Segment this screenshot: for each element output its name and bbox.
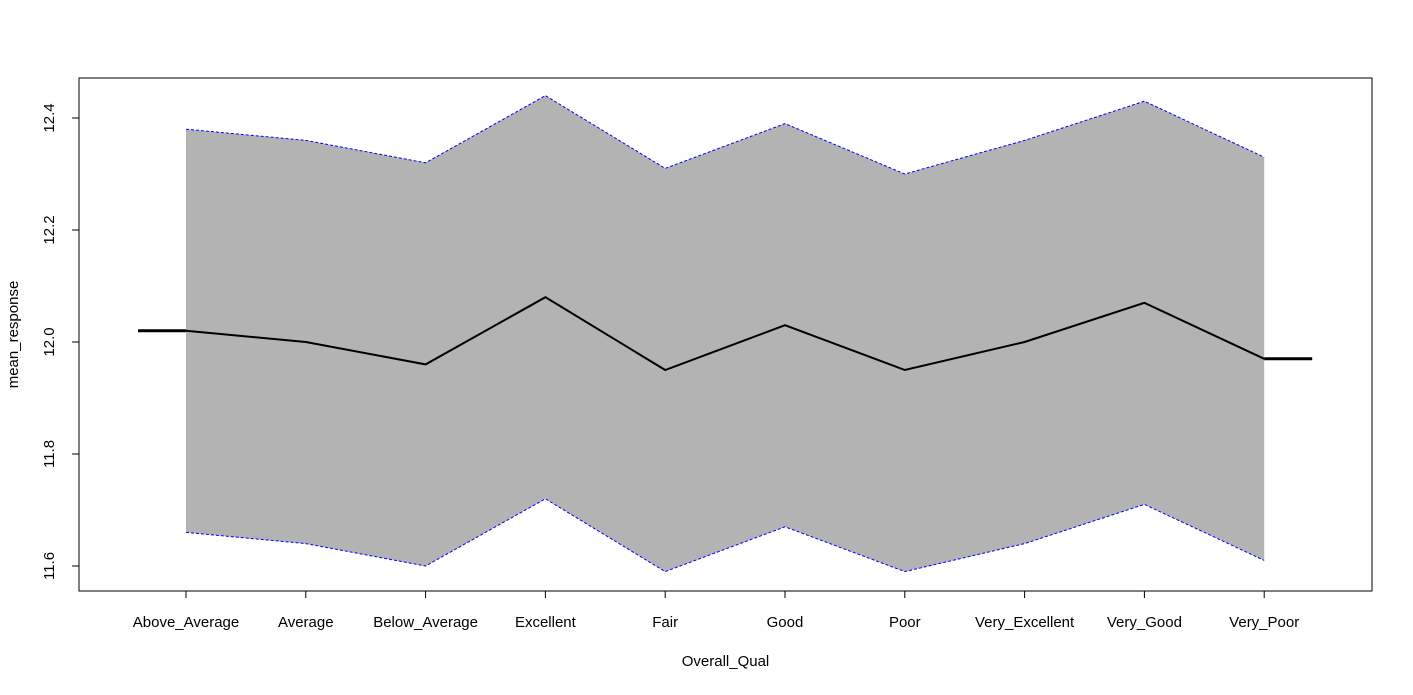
y-tick-label: 12.4 [41, 103, 58, 132]
x-tick-label: Below_Average [373, 614, 478, 631]
x-tick-label: Average [278, 614, 334, 631]
y-axis-title: mean_response [5, 281, 22, 389]
y-tick-label: 11.8 [41, 440, 58, 468]
x-tick-label: Very_Poor [1229, 614, 1299, 631]
x-tick-label: Above_Average [133, 614, 239, 631]
y-tick-label: 12.0 [41, 327, 58, 356]
x-tick-label: Very_Good [1107, 614, 1182, 631]
x-tick-label: Good [767, 614, 804, 631]
y-axis: 11.6 11.8 12.0 12.2 12.4 [41, 103, 79, 580]
y-tick-label: 11.6 [41, 552, 58, 580]
x-tick-label: Excellent [515, 614, 577, 631]
x-axis: Above_Average Average Below_Average Excelle… [133, 591, 1299, 631]
x-axis-title: Overall_Qual [682, 653, 770, 670]
confidence-band-layer [186, 96, 1264, 572]
x-tick-label: Fair [652, 614, 678, 631]
x-tick-label: Very_Excellent [975, 614, 1075, 631]
y-tick-label: 12.2 [41, 215, 58, 244]
x-tick-label: Poor [889, 614, 921, 631]
confidence-band [186, 96, 1264, 572]
